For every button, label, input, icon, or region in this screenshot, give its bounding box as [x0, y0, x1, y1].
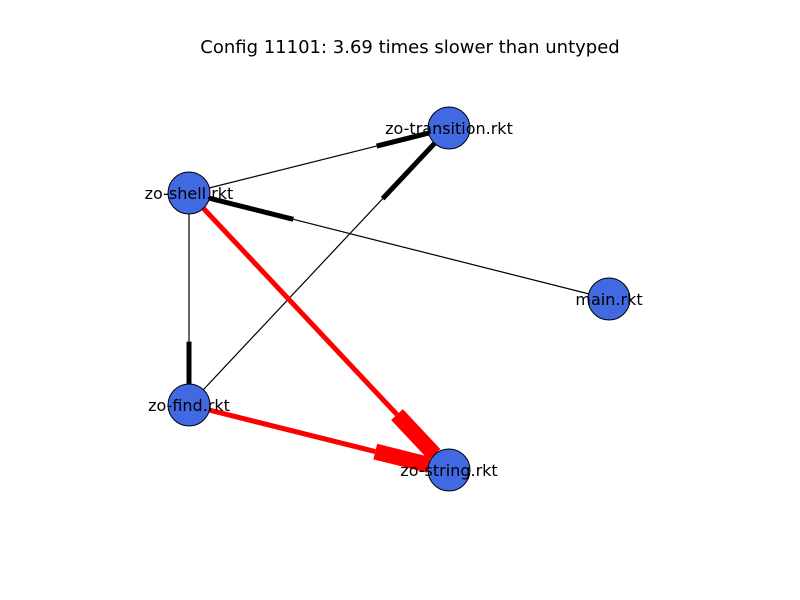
node-main: main.rkt	[575, 277, 643, 321]
diagram-title: Config 11101: 3.69 times slower than unt…	[200, 37, 619, 58]
node-circle-shell	[167, 171, 211, 215]
node-circle-transition	[427, 106, 471, 150]
node-shell: zo-shell.rkt	[145, 171, 234, 215]
node-circle-find	[167, 383, 211, 427]
edge-shell-transition	[188, 145, 377, 194]
edge-find-string	[188, 402, 376, 454]
edge-layer	[186, 130, 610, 473]
node-label-main: main.rkt	[575, 290, 642, 309]
node-circle-string	[427, 448, 471, 492]
edge-main-shell	[293, 218, 610, 300]
node-label-transition: zo-transition.rkt	[385, 119, 513, 138]
node-circle-main	[587, 277, 631, 321]
node-transition: zo-transition.rkt	[385, 106, 513, 150]
node-string: zo-string.rkt	[400, 448, 498, 492]
edge-head-find-string	[373, 443, 431, 473]
edge-head-find-transition	[380, 141, 437, 201]
node-find: zo-find.rkt	[148, 383, 230, 427]
node-label-shell: zo-shell.rkt	[145, 184, 234, 203]
edge-head-shell-string	[391, 409, 441, 461]
node-layer: zo-transition.rkt zo-shell.rkt main.rkt zo-…	[145, 106, 643, 492]
edge-shell-string	[187, 191, 399, 417]
edge-head-shell-transition	[376, 130, 430, 149]
node-label-string: zo-string.rkt	[400, 461, 497, 480]
edge-head-main-shell	[208, 195, 294, 222]
node-label-find: zo-find.rkt	[148, 396, 230, 415]
edge-find-transition	[188, 198, 384, 406]
